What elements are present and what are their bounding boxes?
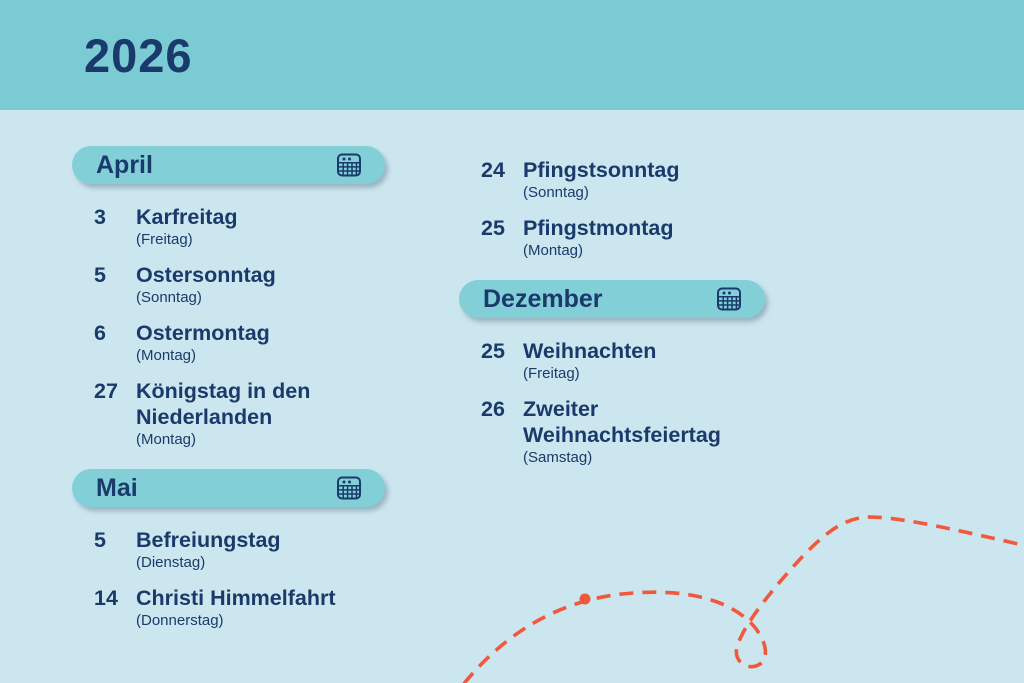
holiday-row: 14 Christi Himmelfahrt (Donnerstag) xyxy=(72,585,385,630)
holiday-weekday: (Dienstag) xyxy=(136,554,206,571)
holiday-day: 25 xyxy=(481,216,505,240)
month-label: Mai xyxy=(96,473,138,502)
month-label: Dezember xyxy=(483,284,603,313)
holiday-row: 25 Pfingstmontag (Montag) xyxy=(459,215,765,260)
holiday-weekday: (Sonntag) xyxy=(136,289,202,306)
dashed-path-icon xyxy=(462,515,1024,683)
holiday-day: 25 xyxy=(481,339,505,363)
month-header-april: April xyxy=(72,146,385,184)
route-dot-icon xyxy=(579,593,591,605)
holiday-row: 3 Karfreitag (Freitag) xyxy=(72,204,385,249)
holiday-weekday: (Freitag) xyxy=(136,231,193,248)
holiday-day: 5 xyxy=(94,263,106,287)
holiday-name: Weihnachten xyxy=(523,339,657,363)
calendar-icon xyxy=(715,285,743,313)
holiday-day: 6 xyxy=(94,321,106,345)
month-label: April xyxy=(96,150,153,179)
holiday-row: 24 Pfingstsonntag (Sonntag) xyxy=(459,157,765,202)
holiday-day: 26 xyxy=(481,397,505,421)
holiday-day: 27 xyxy=(94,379,118,403)
holiday-weekday: (Freitag) xyxy=(523,365,580,382)
holiday-row: 27 Königstag in den Niederlanden (Montag… xyxy=(72,378,385,449)
holiday-weekday: (Montag) xyxy=(136,431,197,448)
holiday-day: 24 xyxy=(481,158,505,182)
holiday-day: 14 xyxy=(94,586,118,610)
section-april: April 3 Karfreitag (Freitag) 5 xyxy=(72,146,385,449)
holiday-weekday: (Montag) xyxy=(523,242,584,259)
holiday-name: Zweiter Weihnachtsfeiertag xyxy=(523,397,721,447)
year-title: 2026 xyxy=(84,28,193,82)
holiday-name: Karfreitag xyxy=(136,205,238,229)
right-column: 24 Pfingstsonntag (Sonntag) 25 Pfingstmo… xyxy=(459,157,765,480)
section-dezember: Dezember 25 Weihnachten (Freitag) 26 xyxy=(459,280,765,467)
holiday-weekday: (Donnerstag) xyxy=(136,612,224,629)
holiday-list-dezember: 25 Weihnachten (Freitag) 26 Zweiter Weih… xyxy=(459,338,765,467)
holiday-name: Pfingstmontag xyxy=(523,216,674,240)
calendar-icon xyxy=(335,474,363,502)
holiday-day: 3 xyxy=(94,205,106,229)
holiday-row: 6 Ostermontag (Montag) xyxy=(72,320,385,365)
holiday-weekday: (Samstag) xyxy=(523,449,593,466)
year-banner: 2026 xyxy=(0,0,1024,110)
holiday-list-april: 3 Karfreitag (Freitag) 5 Ostersonntag (S… xyxy=(72,204,385,449)
holiday-name: Königstag in den Niederlanden xyxy=(136,379,311,429)
holiday-row: 5 Befreiungstag (Dienstag) xyxy=(72,527,385,572)
holiday-weekday: (Montag) xyxy=(136,347,197,364)
holiday-day: 5 xyxy=(94,528,106,552)
holiday-name: Christi Himmelfahrt xyxy=(136,586,336,610)
month-header-dezember: Dezember xyxy=(459,280,765,318)
holiday-row: 25 Weihnachten (Freitag) xyxy=(459,338,765,383)
holiday-list-mai: 5 Befreiungstag (Dienstag) 14 Christi Hi… xyxy=(72,527,385,630)
holiday-row: 5 Ostersonntag (Sonntag) xyxy=(72,262,385,307)
holiday-name: Ostermontag xyxy=(136,321,270,345)
holiday-name: Befreiungstag xyxy=(136,528,281,552)
holiday-name: Ostersonntag xyxy=(136,263,276,287)
holiday-name: Pfingstsonntag xyxy=(523,158,680,182)
holiday-list-mai-continued: 24 Pfingstsonntag (Sonntag) 25 Pfingstmo… xyxy=(459,157,765,260)
month-header-mai: Mai xyxy=(72,469,385,507)
holiday-weekday: (Sonntag) xyxy=(523,184,589,201)
holiday-row: 26 Zweiter Weihnachtsfeiertag (Samstag) xyxy=(459,396,765,467)
calendar-icon xyxy=(335,151,363,179)
section-mai: Mai 5 Befreiungstag (Dienstag) 14 xyxy=(72,469,385,630)
left-column: April 3 Karfreitag (Freitag) 5 xyxy=(72,146,385,643)
